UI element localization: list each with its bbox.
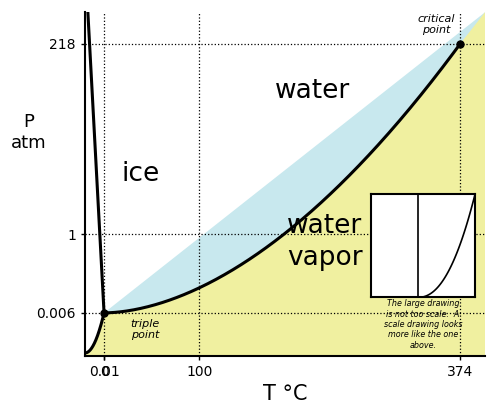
Y-axis label: P
atm: P atm	[11, 113, 47, 152]
Polygon shape	[85, 12, 485, 356]
Text: triple
point: triple point	[130, 319, 160, 340]
X-axis label: T °C: T °C	[263, 384, 307, 405]
Text: The large drawing
is not too scale.  A
scale drawing looks
more like the one
abo: The large drawing is not too scale. A sc…	[384, 299, 462, 350]
Text: water: water	[276, 78, 350, 104]
Text: water
vapor: water vapor	[287, 213, 363, 272]
Text: ice: ice	[122, 161, 160, 187]
Polygon shape	[88, 12, 485, 313]
Polygon shape	[85, 12, 104, 353]
Text: critical
point: critical point	[418, 13, 455, 35]
